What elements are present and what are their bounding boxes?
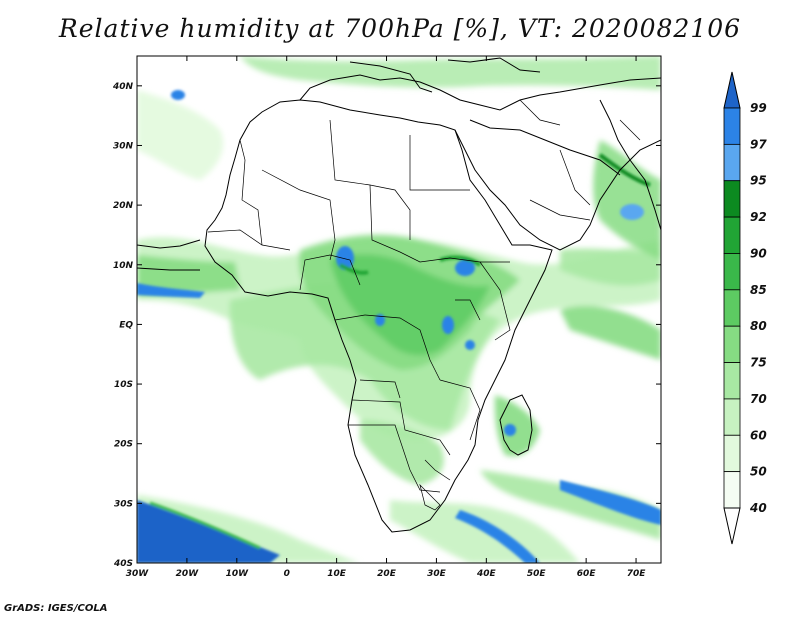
lat-tick-label: 10N: [113, 261, 134, 271]
colorbar-segment: [723, 107, 741, 145]
country-borders: [207, 99, 641, 511]
lat-tick-label: 10S: [114, 380, 133, 390]
lat-tick-label: 40S: [113, 559, 133, 569]
colorbar-label: 85: [750, 283, 767, 297]
lon-tick-label: 60E: [577, 569, 597, 579]
colorbar-label: 95: [750, 174, 767, 188]
lat-tick-label: 30S: [114, 499, 133, 509]
colorbar-segment: [723, 362, 741, 400]
lon-tick-label: 20W: [176, 569, 200, 579]
coastlines: [137, 57, 661, 533]
colorbar-segment: [723, 289, 741, 327]
lon-tick-label: 40E: [476, 569, 497, 579]
lon-tick-label: 20E: [377, 569, 397, 579]
map-title: Relative humidity at 700hPa [%], VT: 202…: [58, 14, 742, 43]
colorbar-segment: [723, 471, 741, 509]
colorbar-label: 60: [750, 428, 767, 442]
humidity-field: [137, 56, 661, 563]
colorbar-label: 75: [750, 356, 767, 370]
lat-tick-label: 40N: [112, 82, 134, 92]
colorbar-segment: [723, 434, 741, 473]
lat-tick-label: 30N: [113, 141, 134, 151]
colorbar-segment: [723, 216, 741, 254]
lon-tick-label: 10E: [327, 569, 347, 579]
lon-tick-label: 30W: [126, 569, 150, 579]
lat-tick-label: 20S: [114, 440, 133, 450]
lon-tick-label: 10W: [226, 569, 250, 579]
credit-label: GrADS: IGES/COLA: [4, 603, 108, 614]
colorbar-bottom-arrow: [723, 507, 741, 545]
lon-tick-label: 0: [284, 569, 290, 579]
colorbar-label: 99: [750, 101, 767, 115]
lon-tick-label: 30E: [427, 569, 447, 579]
lat-tick-label: 20N: [113, 201, 134, 211]
colorbar-label: 90: [750, 246, 767, 260]
colorbar-label: 97: [750, 137, 767, 151]
colorbar-label: 80: [750, 319, 767, 333]
colorbar-segment: [723, 253, 741, 291]
colorbar-segment: [723, 325, 741, 363]
colorbar-label: 40: [749, 501, 767, 515]
colorbar-top-arrow: [723, 71, 741, 109]
map-frame: [136, 55, 662, 564]
colorbar-label: 92: [750, 210, 767, 224]
colorbar-segment: [723, 143, 741, 182]
colorbar-label: 70: [750, 392, 767, 406]
axis-ticks: 30W 20W 10W 0 10E 20E 30E 40E 50E 60E 70E 40S 30S 20S…: [112, 56, 661, 579]
colorbar-segment: [723, 180, 741, 218]
colorbar: 99 97 95 92 90 85 80 75 70 60 50 40: [723, 71, 767, 545]
lon-tick-label: 50E: [527, 569, 547, 579]
lat-tick-label: EQ: [119, 320, 133, 330]
colorbar-label: 50: [750, 465, 767, 479]
lon-tick-label: 70E: [627, 569, 647, 579]
colorbar-segment: [723, 398, 741, 436]
